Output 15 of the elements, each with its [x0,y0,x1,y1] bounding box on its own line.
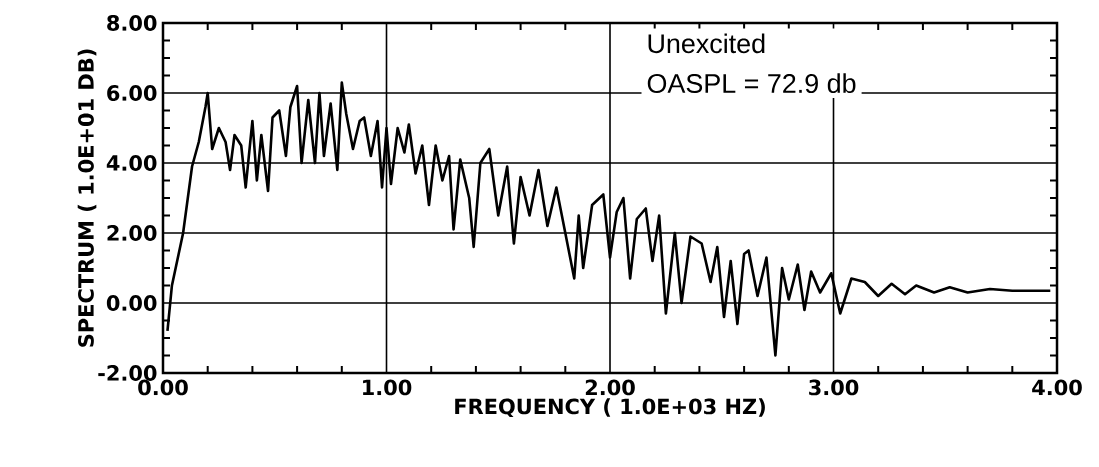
y-tick-label: -2.00 [98,365,157,381]
y-tick-label: 4.00 [106,155,157,171]
x-tick-label: 0.00 [138,379,188,396]
x-axis-title: FREQUENCY ( 1.0E+03 HZ) [455,398,765,418]
x-tick-label: 1.00 [363,379,412,396]
y-axis-title: SPECTRUM ( 1.0E+01 DB) [77,49,97,347]
y-tick-label: 8.00 [107,15,157,31]
x-tick-label: 3.00 [809,379,859,396]
annotation: Unexcited [648,33,765,54]
x-tick-label: 4.00 [1032,379,1082,396]
x-tick-label: 2.00 [585,379,635,396]
annotation: OASPL = 72.9 db [647,73,856,94]
y-tick-label: 2.00 [107,225,157,241]
y-tick-label: 6.00 [107,85,157,101]
y-tick-label: 0.00 [106,295,157,311]
